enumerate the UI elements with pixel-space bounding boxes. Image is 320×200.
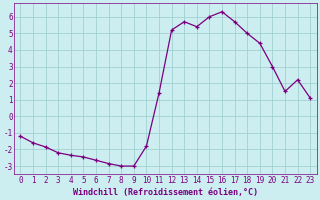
X-axis label: Windchill (Refroidissement éolien,°C): Windchill (Refroidissement éolien,°C) <box>73 188 258 197</box>
